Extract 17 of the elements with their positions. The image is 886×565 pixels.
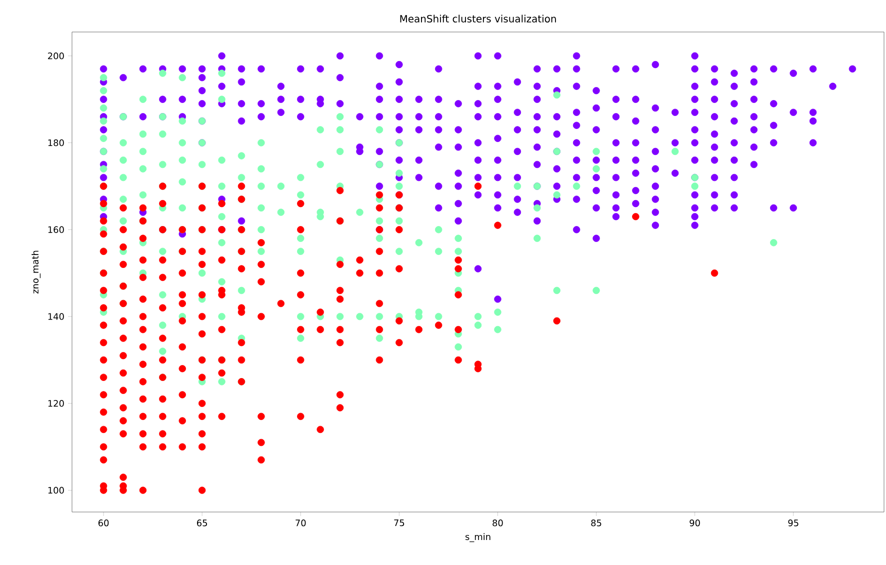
x-tick-label: 90: [690, 520, 700, 526]
x-tick-label: 75: [394, 520, 404, 526]
x-tick-label: 85: [591, 520, 602, 526]
y-tick-label: 160: [48, 226, 64, 234]
y-tick-label: 140: [48, 313, 64, 320]
y-axis-title: zno_math: [32, 250, 41, 294]
y-tick-label: 120: [48, 400, 64, 407]
y-tick-label: 200: [48, 52, 64, 60]
x-tick-label: 60: [98, 520, 109, 526]
x-axis-title: s_min: [465, 533, 490, 542]
x-tick-label: 70: [296, 520, 306, 526]
x-tick-label: 65: [197, 520, 207, 526]
y-tick-label: 180: [48, 139, 64, 146]
chart-title: MeanShift clusters visualization: [400, 14, 556, 22]
x-tick-label: 80: [492, 520, 503, 526]
x-tick-label: 95: [788, 520, 798, 526]
y-tick-label: 100: [48, 486, 64, 494]
